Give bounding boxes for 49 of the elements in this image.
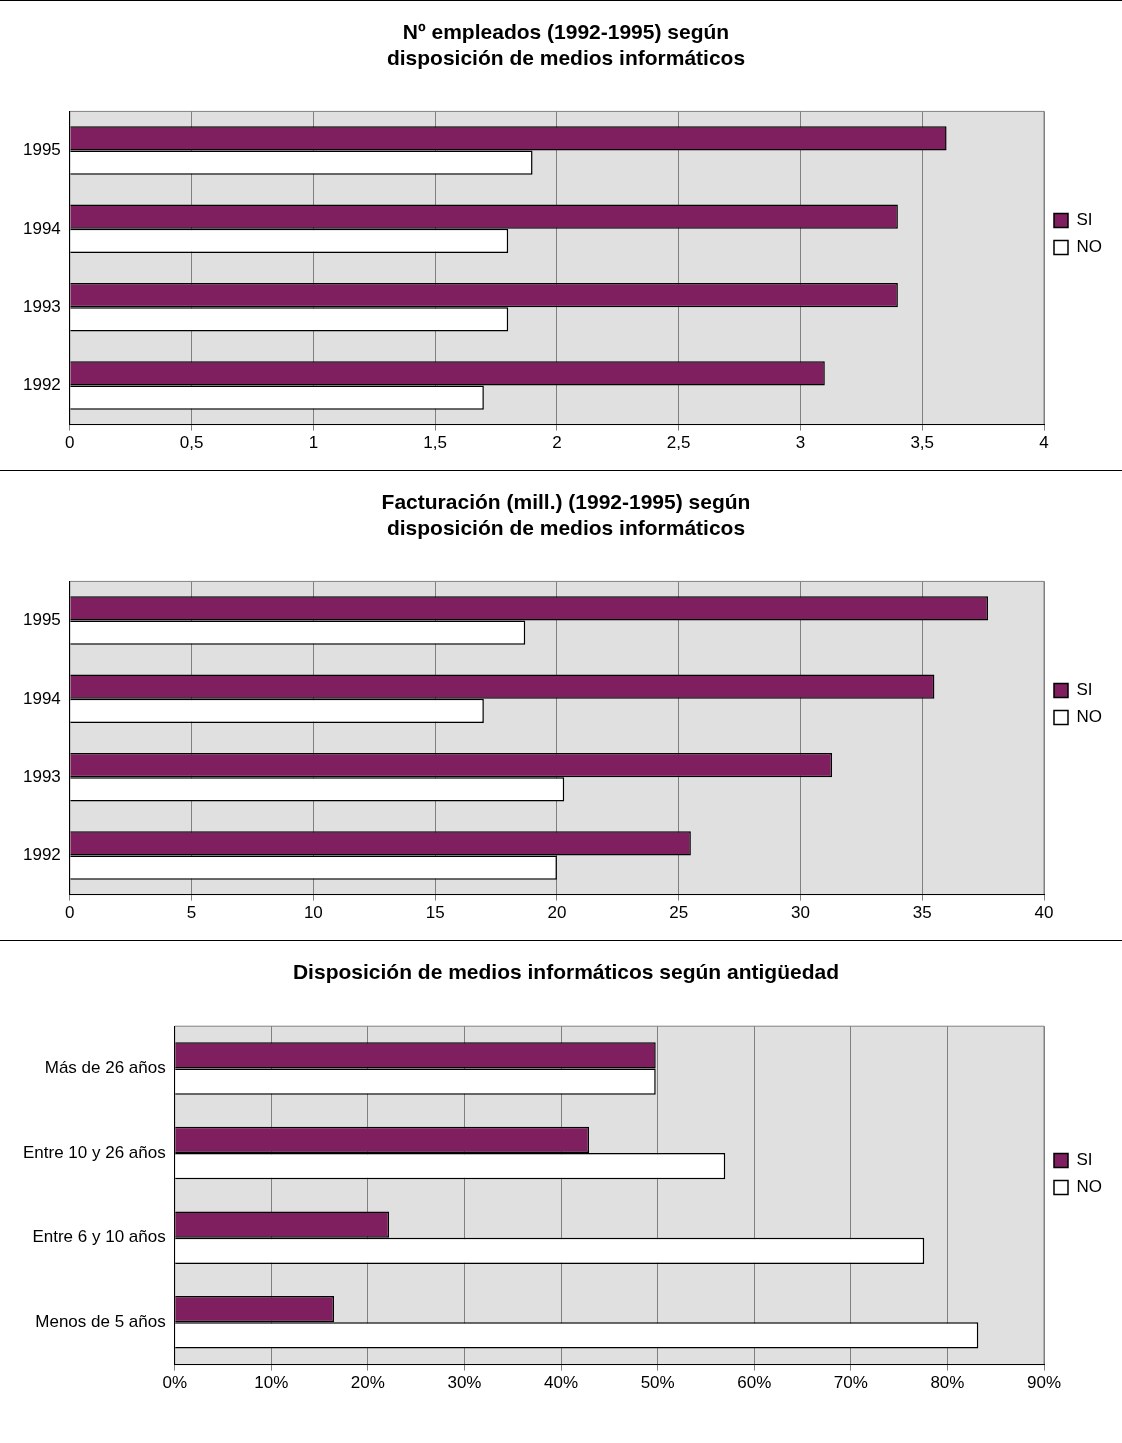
x-tick-label: 4 bbox=[1039, 433, 1049, 453]
x-tick-label: 35 bbox=[912, 903, 932, 923]
x-tick-label: 30 bbox=[790, 903, 810, 923]
legend-label: NO bbox=[1076, 1177, 1102, 1197]
x-tick-label: 3,5 bbox=[910, 433, 935, 453]
chart-title: Facturación (mill.) (1992-1995) según disposición de medios informáticos bbox=[381, 490, 751, 539]
legend-label: SI bbox=[1076, 680, 1093, 700]
x-tick-label: 80% bbox=[930, 1373, 965, 1393]
chart-title: Disposición de medios informáticos según antigüedad bbox=[292, 960, 840, 984]
x-tick-label: 40% bbox=[544, 1373, 579, 1393]
y-tick-label: 1994 bbox=[22, 688, 61, 708]
y-tick-label: 1993 bbox=[22, 296, 61, 316]
x-tick-label: 70% bbox=[833, 1373, 868, 1393]
y-tick-label: 1995 bbox=[22, 610, 61, 630]
x-tick-label: 5 bbox=[186, 903, 197, 923]
legend-label: NO bbox=[1076, 707, 1102, 727]
y-tick-label: Entre 6 y 10 años bbox=[32, 1227, 166, 1247]
x-tick-label: 0 bbox=[65, 903, 75, 923]
x-tick-label: 1 bbox=[308, 433, 319, 453]
x-tick-label: 0,5 bbox=[179, 433, 204, 453]
y-tick-label: Más de 26 años bbox=[44, 1058, 166, 1078]
x-tick-label: 20 bbox=[547, 903, 567, 923]
x-tick-label: 15 bbox=[425, 903, 445, 923]
x-tick-label: 0 bbox=[65, 433, 75, 453]
x-tick-label: 0% bbox=[162, 1373, 187, 1393]
x-tick-label: 1,5 bbox=[423, 433, 447, 453]
x-tick-label: 3 bbox=[795, 433, 806, 453]
x-tick-label: 2 bbox=[552, 433, 562, 453]
x-tick-label: 10% bbox=[254, 1373, 289, 1393]
legend-label: NO bbox=[1076, 237, 1102, 257]
x-tick-label: 30% bbox=[447, 1373, 482, 1393]
y-tick-label: Entre 10 y 26 años bbox=[22, 1142, 166, 1162]
x-tick-label: 90% bbox=[1026, 1373, 1062, 1393]
legend-label: SI bbox=[1076, 210, 1093, 230]
y-tick-label: 1993 bbox=[22, 766, 61, 786]
legend-label: SI bbox=[1076, 1150, 1093, 1170]
x-tick-label: 2,5 bbox=[666, 433, 691, 453]
x-tick-label: 25 bbox=[669, 903, 689, 923]
y-tick-label: 1995 bbox=[22, 140, 61, 160]
x-tick-label: 20% bbox=[350, 1373, 385, 1393]
y-tick-label: 1994 bbox=[22, 218, 61, 238]
x-tick-label: 40 bbox=[1034, 903, 1054, 923]
x-tick-label: 10 bbox=[303, 903, 323, 923]
chart-title: Nº empleados (1992-1995) según disposición de medios informáticos bbox=[386, 20, 746, 69]
y-tick-label: Menos de 5 años bbox=[35, 1311, 166, 1331]
x-tick-label: 60% bbox=[737, 1373, 772, 1393]
x-tick-label: 50% bbox=[640, 1373, 675, 1393]
y-tick-label: 1992 bbox=[22, 845, 61, 865]
y-tick-label: 1992 bbox=[22, 375, 61, 395]
